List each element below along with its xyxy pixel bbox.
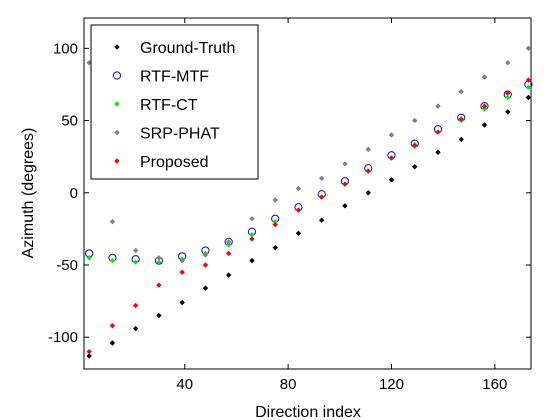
data-point <box>388 155 395 161</box>
legend-box <box>90 24 259 180</box>
x-tick-label: 80 <box>280 376 297 393</box>
axis-ticks: 40 80 120 160 -100 -50 0 50 100 <box>48 18 531 393</box>
data-point <box>481 106 488 112</box>
data-point <box>295 207 302 213</box>
legend-marker <box>114 101 120 107</box>
data-point <box>86 348 92 355</box>
data-point <box>202 252 209 258</box>
data-point <box>458 116 464 122</box>
data-point <box>249 236 255 242</box>
legend-entry: Proposed <box>140 154 209 171</box>
data-point <box>132 259 139 265</box>
data-point <box>295 230 302 236</box>
data-point <box>458 136 464 143</box>
legend-marker <box>114 158 120 164</box>
data-point <box>525 77 532 83</box>
data-point <box>202 262 209 268</box>
y-tick-label: 50 <box>61 113 78 130</box>
data-point <box>365 168 371 174</box>
data-point <box>132 325 139 332</box>
data-point <box>156 259 162 265</box>
data-point <box>179 257 185 264</box>
data-point <box>272 218 278 225</box>
y-axis-label: Azimuth (degrees) <box>20 128 37 259</box>
legend-entry: RTF-CT <box>140 97 198 114</box>
data-point <box>481 74 488 80</box>
x-tick-label: 160 <box>482 376 507 393</box>
data-point <box>272 221 278 228</box>
data-point <box>388 132 395 138</box>
data-point <box>249 231 255 238</box>
data-point <box>412 142 418 148</box>
data-point <box>319 217 325 223</box>
data-point <box>109 322 116 329</box>
legend-marker <box>114 44 120 50</box>
data-point <box>132 247 139 254</box>
data-point <box>435 129 441 135</box>
legend: Ground-Truth RTF-MTF RTF-CT SRP-PHAT Propose… <box>90 24 259 180</box>
data-point <box>109 340 116 346</box>
data-point <box>505 60 511 66</box>
series-4 <box>86 77 532 355</box>
data-point <box>525 45 532 52</box>
data-point <box>179 299 185 306</box>
y-tick-label: 100 <box>53 40 78 57</box>
data-point <box>342 203 348 209</box>
data-point <box>156 312 162 319</box>
data-point <box>481 103 488 109</box>
data-point <box>412 117 418 124</box>
data-point <box>319 194 325 200</box>
y-tick-label: -50 <box>56 257 78 274</box>
data-point <box>295 185 302 192</box>
data-point <box>319 175 325 182</box>
data-point <box>86 353 92 359</box>
legend-marker <box>112 71 122 80</box>
data-point <box>86 255 92 261</box>
data-point <box>249 257 255 264</box>
data-point <box>505 109 511 115</box>
x-tick-label: 40 <box>176 376 193 393</box>
data-point <box>435 149 441 156</box>
data-point <box>412 164 418 170</box>
data-point <box>505 94 511 101</box>
data-point <box>109 218 116 225</box>
legend-entry: SRP-PHAT <box>140 126 220 143</box>
data-point <box>225 272 232 278</box>
x-axis-label: Direction index <box>255 404 361 420</box>
data-point <box>156 282 162 288</box>
y-tick-label: -100 <box>48 329 78 346</box>
data-marks <box>85 45 533 359</box>
data-point <box>225 239 232 245</box>
data-point <box>225 242 232 248</box>
data-point <box>365 190 371 196</box>
data-point <box>342 181 348 187</box>
y-tick-label: 0 <box>70 185 78 202</box>
legend-entry: Ground-Truth <box>140 40 235 57</box>
data-point <box>525 94 532 101</box>
legend-entry: RTF-MTF <box>140 69 209 86</box>
data-point <box>458 88 464 95</box>
data-point <box>109 257 116 264</box>
data-point <box>272 197 278 203</box>
data-point <box>272 244 278 251</box>
data-point <box>505 90 511 96</box>
x-tick-label: 120 <box>379 376 404 393</box>
data-point <box>179 269 185 275</box>
data-point <box>481 122 488 128</box>
data-point <box>365 146 371 153</box>
data-point <box>342 161 348 167</box>
legend-marker <box>114 129 120 136</box>
data-point <box>132 302 139 309</box>
data-point <box>156 255 162 261</box>
data-point <box>225 250 232 257</box>
series-0 <box>86 94 532 359</box>
series-3 <box>86 45 532 264</box>
data-point <box>525 84 532 91</box>
data-point <box>249 216 255 222</box>
data-point <box>202 285 209 291</box>
data-point <box>435 103 441 109</box>
data-point <box>388 177 395 183</box>
